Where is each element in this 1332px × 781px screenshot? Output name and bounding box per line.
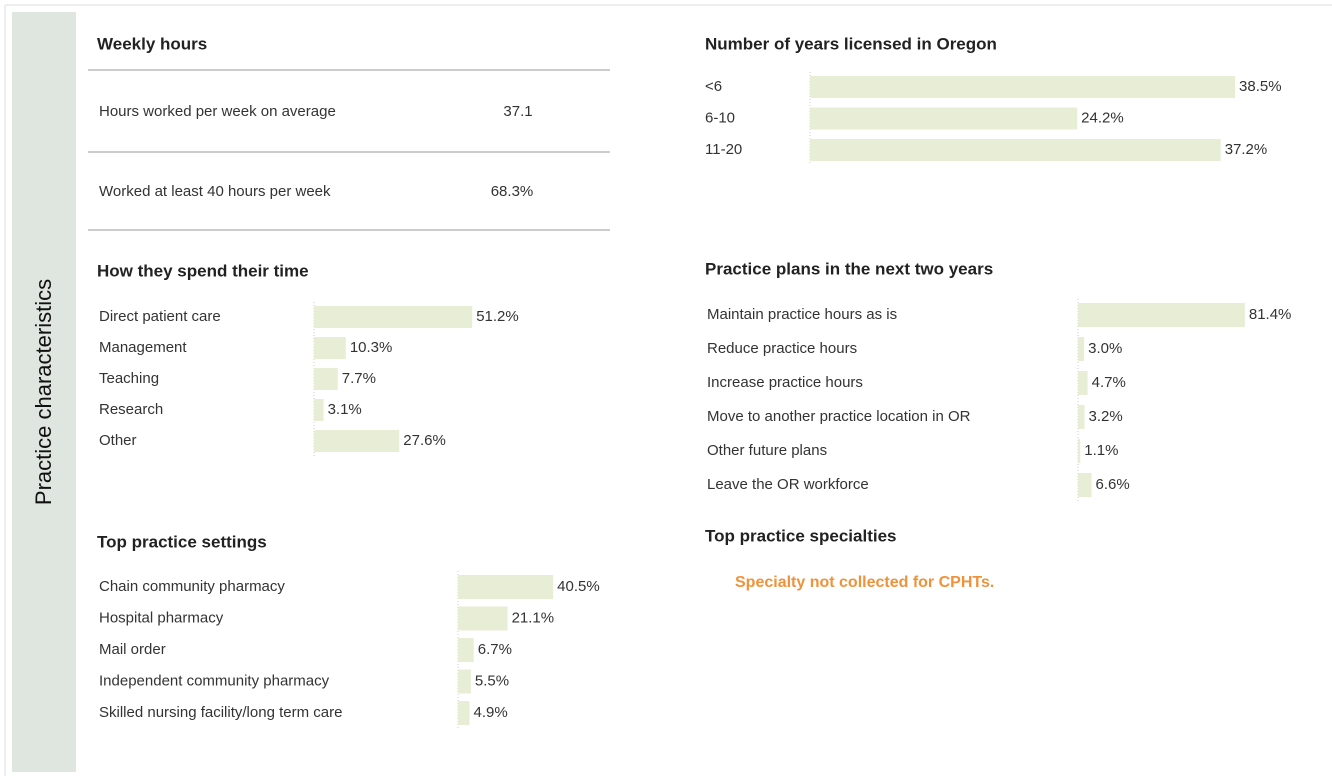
value-label: 6.6%: [1096, 476, 1130, 493]
chart-title: Top practice settings: [97, 532, 267, 551]
bar: [314, 399, 324, 421]
value-label: 4.9%: [474, 704, 508, 721]
section-title: Weekly hours: [97, 34, 207, 53]
value-label: 81.4%: [1249, 306, 1292, 323]
note: Specialty not collected for CPHTs.: [735, 574, 994, 591]
category-label: Management: [99, 339, 187, 356]
value-label: 51.2%: [476, 308, 519, 325]
category-label: 11-20: [705, 141, 742, 158]
value-label: 24.2%: [1081, 109, 1124, 126]
category-label: Skilled nursing facility/long term care: [99, 704, 342, 721]
bar: [458, 638, 474, 662]
category-label: Independent community pharmacy: [99, 672, 330, 689]
bar: [314, 368, 338, 390]
bar: [458, 669, 471, 694]
bar: [810, 76, 1236, 98]
category-label: Mail order: [99, 641, 166, 658]
value-label: 3.1%: [328, 401, 362, 418]
bar: [314, 306, 473, 328]
value-label: 3.0%: [1088, 340, 1122, 357]
value-label: 21.1%: [512, 609, 555, 626]
value-label: 27.6%: [403, 432, 446, 449]
value-label: 1.1%: [1084, 442, 1118, 459]
category-label: Teaching: [99, 370, 159, 387]
bar: [1078, 405, 1085, 429]
category-label: Move to another practice location in OR: [707, 408, 971, 425]
value-label: 6.7%: [478, 641, 512, 658]
value-label: 37.2%: [1225, 141, 1268, 158]
value-label: 10.3%: [350, 339, 393, 356]
section-title: Top practice specialties: [705, 526, 896, 545]
row-label: Worked at least 40 hours per week: [99, 183, 331, 200]
category-label: Leave the OR workforce: [707, 476, 869, 493]
bar: [458, 575, 554, 599]
category-label: Reduce practice hours: [707, 340, 857, 357]
sidebar: [12, 12, 76, 772]
bar: [1078, 337, 1085, 361]
row-value: 68.3%: [491, 183, 534, 200]
bar: [458, 606, 508, 631]
category-label: Other: [99, 432, 137, 449]
bar: [1078, 371, 1088, 395]
bar: [458, 701, 470, 725]
category-label: Direct patient care: [99, 308, 221, 325]
chart-title: Number of years licensed in Oregon: [705, 34, 997, 53]
category-label: 6-10: [705, 109, 735, 126]
category-label: Increase practice hours: [707, 374, 863, 391]
chart-title: Practice plans in the next two years: [705, 259, 993, 278]
category-label: Research: [99, 401, 163, 418]
category-label: Hospital pharmacy: [99, 609, 224, 626]
sidebar-label: Practice characteristics: [31, 279, 56, 505]
value-label: 40.5%: [557, 578, 600, 595]
value-label: 7.7%: [342, 370, 376, 387]
row-label: Hours worked per week on average: [99, 103, 336, 120]
category-label: Maintain practice hours as is: [707, 306, 897, 323]
bar: [1078, 473, 1092, 497]
category-label: Chain community pharmacy: [99, 578, 285, 595]
row-value: 37.1: [503, 103, 532, 120]
value-label: 38.5%: [1239, 78, 1282, 95]
bar: [1078, 303, 1245, 327]
bar: [314, 337, 346, 359]
bar: [314, 430, 400, 452]
value-label: 3.2%: [1089, 408, 1123, 425]
bar: [810, 139, 1221, 161]
category-label: <6: [705, 78, 722, 95]
category-label: Other future plans: [707, 442, 827, 459]
value-label: 5.5%: [475, 672, 509, 689]
bar: [810, 107, 1078, 130]
chart-title: How they spend their time: [97, 261, 309, 280]
value-label: 4.7%: [1092, 374, 1126, 391]
bar: [1078, 439, 1081, 463]
